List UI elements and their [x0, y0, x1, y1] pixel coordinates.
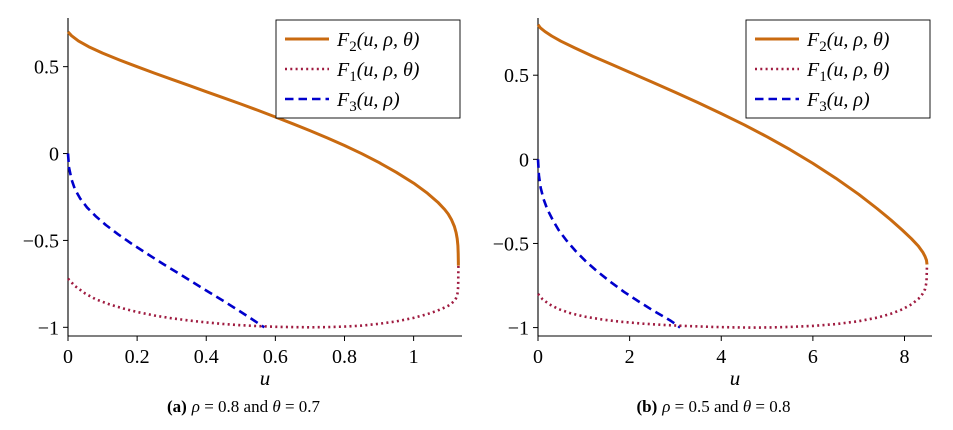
svg-text:0.5: 0.5	[34, 57, 59, 79]
svg-text:F3(u, ρ): F3(u, ρ)	[336, 89, 400, 115]
figure-caption-text: ρ = 0.5 and θ = 0.8	[662, 397, 791, 416]
svg-text:0.8: 0.8	[332, 346, 357, 368]
svg-text:−0.5: −0.5	[23, 230, 59, 252]
figure-a: 0 0.2 0.4 0.6 0.8 1 −1 −0.5 0 0.5 u F2(u, ρ, θ) F1(u…	[16, 10, 471, 430]
chart-b: 0 2 4 6 8 −1 −0.5 0 0.5 u F2(u, ρ, θ) F1(u, ρ, θ) F3…	[486, 10, 941, 388]
figure-caption-label: (a)	[166, 397, 187, 416]
svg-text:F2(u, ρ, θ): F2(u, ρ, θ)	[336, 29, 420, 55]
svg-text:0.2: 0.2	[125, 346, 150, 368]
svg-text:0.5: 0.5	[504, 65, 529, 87]
svg-text:8: 8	[900, 346, 910, 368]
svg-text:−0.5: −0.5	[493, 233, 529, 255]
svg-text:1: 1	[409, 346, 419, 368]
figure-caption-text: ρ = 0.8 and θ = 0.7	[191, 397, 321, 416]
svg-text:−1: −1	[508, 318, 529, 340]
svg-text:0: 0	[49, 144, 59, 166]
figure-b: 0 2 4 6 8 −1 −0.5 0 0.5 u F2(u, ρ, θ) F1(u, ρ, θ) F3…	[486, 10, 941, 430]
svg-text:F1(u, ρ, θ): F1(u, ρ, θ)	[806, 59, 890, 85]
figure-caption-a: (a) ρ = 0.8 and θ = 0.7	[16, 397, 471, 417]
svg-text:F3(u, ρ): F3(u, ρ)	[806, 89, 870, 115]
figure-caption-label: (b)	[636, 397, 658, 416]
svg-text:0.4: 0.4	[194, 346, 219, 368]
chart-a: 0 0.2 0.4 0.6 0.8 1 −1 −0.5 0 0.5 u F2(u, ρ, θ) F1(u…	[16, 10, 471, 388]
svg-text:0: 0	[519, 149, 529, 171]
svg-text:F1(u, ρ, θ): F1(u, ρ, θ)	[336, 59, 420, 85]
svg-text:0.6: 0.6	[263, 346, 288, 368]
svg-text:4: 4	[716, 346, 726, 368]
svg-text:−1: −1	[38, 317, 59, 339]
svg-text:0: 0	[63, 346, 73, 368]
svg-text:F2(u, ρ, θ): F2(u, ρ, θ)	[806, 29, 890, 55]
figure-caption-b: (b) ρ = 0.5 and θ = 0.8	[486, 397, 941, 417]
svg-text:2: 2	[625, 346, 635, 368]
svg-text:u: u	[730, 366, 741, 388]
svg-text:6: 6	[808, 346, 818, 368]
svg-text:u: u	[260, 366, 271, 388]
svg-text:0: 0	[533, 346, 543, 368]
